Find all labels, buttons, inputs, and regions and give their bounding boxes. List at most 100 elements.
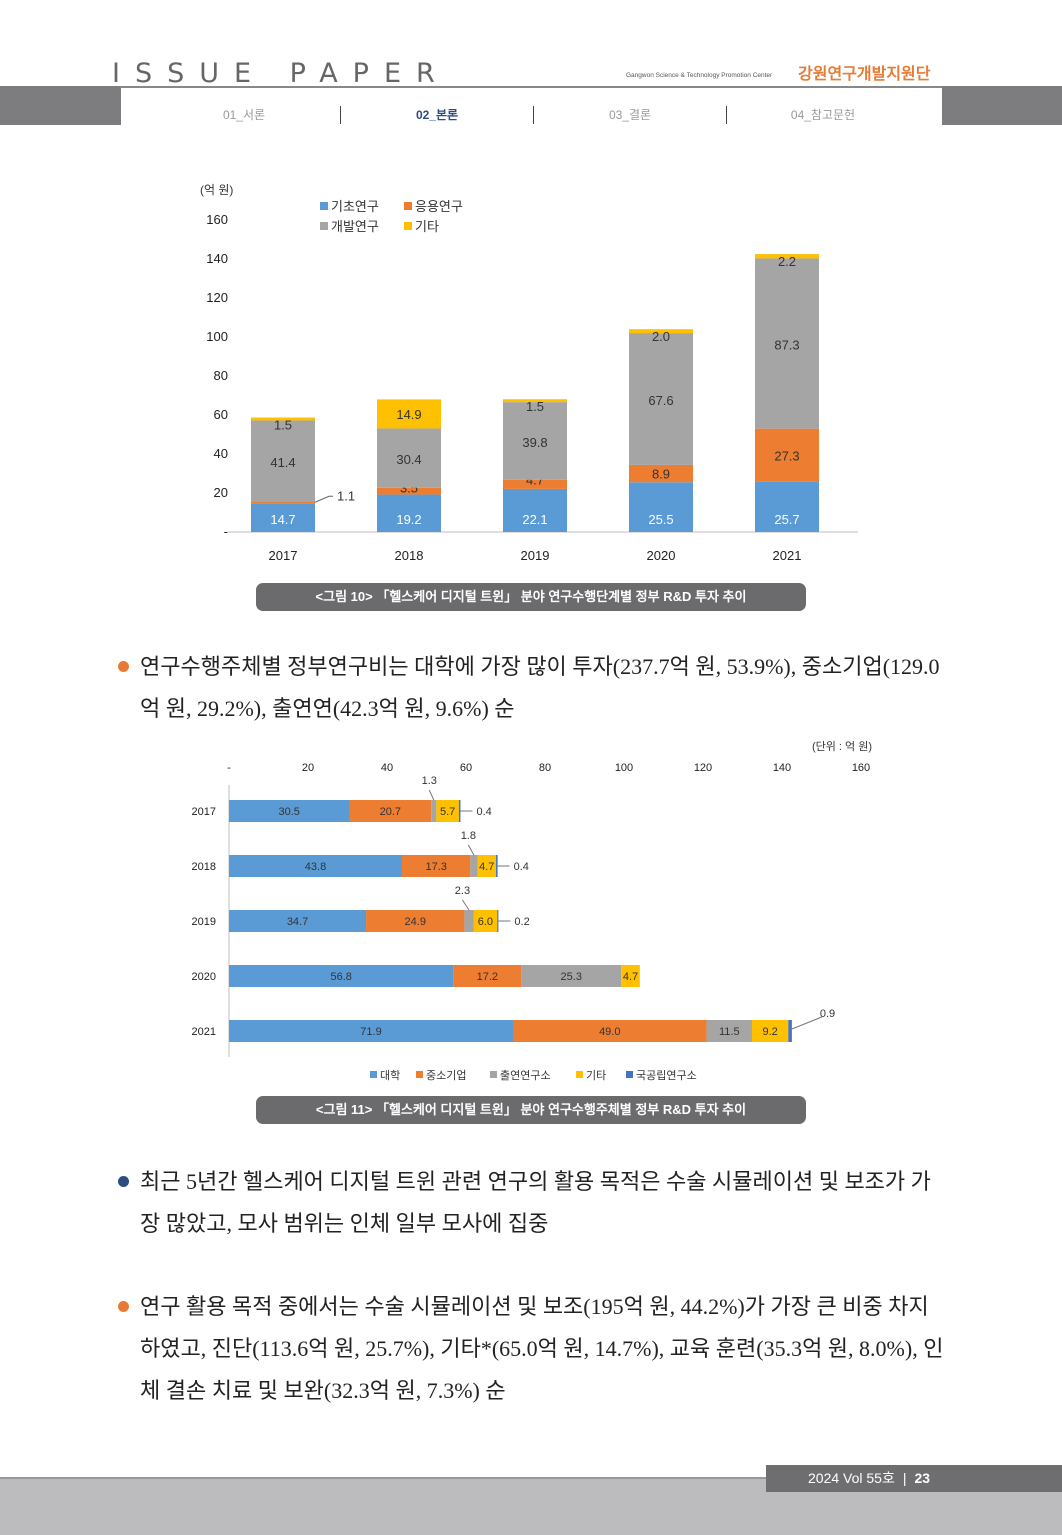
nav-item-conclusion[interactable]: 03_결론 [608, 108, 652, 122]
data-label-leader [462, 899, 470, 911]
bar-segment [402, 855, 471, 877]
issue-number: 2024 Vol 55호 [808, 1470, 895, 1486]
x-tick-label: 60 [460, 762, 472, 774]
bar-segment [229, 910, 367, 932]
data-label: 0.4 [514, 861, 529, 873]
data-label: 2.2 [778, 254, 796, 269]
x-tick-label: 2021 [773, 548, 802, 563]
data-label: 2.3 [455, 885, 470, 897]
bar-segment [473, 910, 498, 932]
paragraph-text: 연구 활용 목적 중에서는 수술 시뮬레이션 및 보조(195억 원, 44.2… [140, 1294, 944, 1403]
bar-segment [513, 1020, 707, 1042]
data-label: 30.4 [396, 452, 421, 467]
x-tick-label: 2019 [521, 548, 550, 563]
bar-segment [229, 855, 403, 877]
bar-segment [621, 965, 640, 987]
bullet-dot [118, 661, 129, 672]
legend-swatch [576, 1071, 583, 1078]
bar-segment [464, 910, 474, 932]
data-label: 20.7 [380, 806, 401, 818]
legend-label: 기타 [415, 219, 439, 234]
legend-label: 기초연구 [331, 199, 379, 214]
data-label: 9.2 [763, 1026, 778, 1038]
data-label: 71.9 [360, 1026, 381, 1038]
y-tick-label: 100 [206, 329, 228, 344]
figure-10-caption: <그림 10> 「헬스케어 디지털 트윈」 분야 연구수행단계별 정부 R&D … [256, 583, 806, 611]
data-label: 8.9 [652, 467, 670, 482]
bullet-dot [118, 1176, 129, 1187]
bar-segment [251, 420, 315, 502]
bar-segment [470, 855, 478, 877]
bar-segment [377, 428, 441, 488]
data-label: 11.5 [719, 1026, 740, 1038]
bar-segment [251, 501, 315, 504]
nav-divider [340, 106, 341, 124]
y-tick-label: 160 [206, 212, 228, 227]
data-label: 24.9 [405, 916, 426, 928]
y-tick-label: 2021 [192, 1026, 216, 1038]
y-tick-label: 2020 [192, 971, 216, 983]
paragraph-usage-purpose-summary: 최근 5년간 헬스케어 디지털 트윈 관련 연구의 활용 목적은 수술 시뮬레이… [118, 1161, 948, 1245]
x-tick-label: 100 [615, 762, 633, 774]
paragraph-usage-purpose-detail: 연구 활용 목적 중에서는 수술 시뮬레이션 및 보조(195억 원, 44.2… [118, 1286, 948, 1412]
bar-segment [521, 965, 622, 987]
bar-segment [503, 479, 567, 489]
data-label: 49.0 [599, 1026, 620, 1038]
bar-segment [629, 333, 693, 465]
footer-separator: | [902, 1470, 907, 1486]
legend-label: 대학 [380, 1069, 400, 1082]
data-label: 1.3 [422, 775, 437, 787]
bar-segment [496, 855, 498, 877]
legend-swatch [416, 1071, 423, 1078]
data-label: 56.8 [330, 971, 351, 983]
bar-segment [629, 329, 693, 334]
bar-segment [755, 428, 819, 482]
legend-label: 응용연구 [415, 199, 463, 214]
legend-label: 중소기업 [426, 1069, 466, 1082]
bar-segment [377, 487, 441, 495]
nav-divider [533, 106, 534, 124]
x-tick-label: 140 [773, 762, 791, 774]
header-band-right [942, 86, 1062, 125]
x-tick-label: 2020 [647, 548, 676, 563]
bar-segment [229, 965, 454, 987]
data-label: 4.7 [479, 861, 494, 873]
y-tick-label: - [224, 524, 228, 539]
org-english-name: Gangwon Science & Technology Promotion C… [626, 72, 773, 79]
paragraph-text: 최근 5년간 헬스케어 디지털 트윈 관련 연구의 활용 목적은 수술 시뮬레이… [140, 1169, 931, 1236]
nav-item-references[interactable]: 04_참고문헌 [790, 108, 856, 122]
legend-swatch [404, 202, 412, 210]
section-nav: 01_서론 02_본론 03_결론 04_참고문헌 [148, 104, 932, 126]
data-label: 25.7 [774, 512, 799, 527]
bar-segment [629, 464, 693, 483]
x-tick-label: 20 [302, 762, 314, 774]
legend-label: 개발연구 [331, 219, 379, 234]
figure-11-caption: <그림 11> 「헬스케어 디지털 트윈」 분야 연구수행주체별 정부 R&D … [256, 1096, 806, 1124]
y-tick-label: 80 [214, 368, 228, 383]
nav-item-main[interactable]: 02_본론 [415, 108, 459, 122]
bar-segment [751, 1020, 789, 1042]
bullet-dot [118, 1301, 129, 1312]
figure-11-stacked-bar-chart: (단위 : 억 원) - 20 40 60 80 100 120 140 160 2017 30.5 2… [192, 740, 872, 1082]
bar-segment [503, 402, 567, 480]
header-band-left [0, 86, 121, 125]
bar-segment [366, 910, 465, 932]
data-label: 41.4 [270, 455, 295, 470]
bar-segment [477, 855, 497, 877]
paragraph-text: 연구수행주체별 정부연구비는 대학에 가장 많이 투자(237.7억 원, 53… [140, 654, 940, 721]
data-label: 87.3 [774, 338, 799, 353]
bar-segment [458, 800, 461, 822]
bar-segment [431, 800, 437, 822]
legend-label: 출연연구소 [500, 1069, 551, 1082]
bar-segment [788, 1020, 792, 1042]
bar-segment [377, 494, 441, 532]
data-label: 6.0 [478, 916, 493, 928]
data-label: 34.7 [287, 916, 308, 928]
y-tick-label: 60 [214, 407, 228, 422]
nav-item-intro[interactable]: 01_서론 [222, 108, 266, 122]
x-tick-label: 40 [381, 762, 393, 774]
bar-segment [349, 800, 432, 822]
y-tick-label: 2018 [192, 861, 216, 873]
data-label: 17.2 [477, 971, 498, 983]
